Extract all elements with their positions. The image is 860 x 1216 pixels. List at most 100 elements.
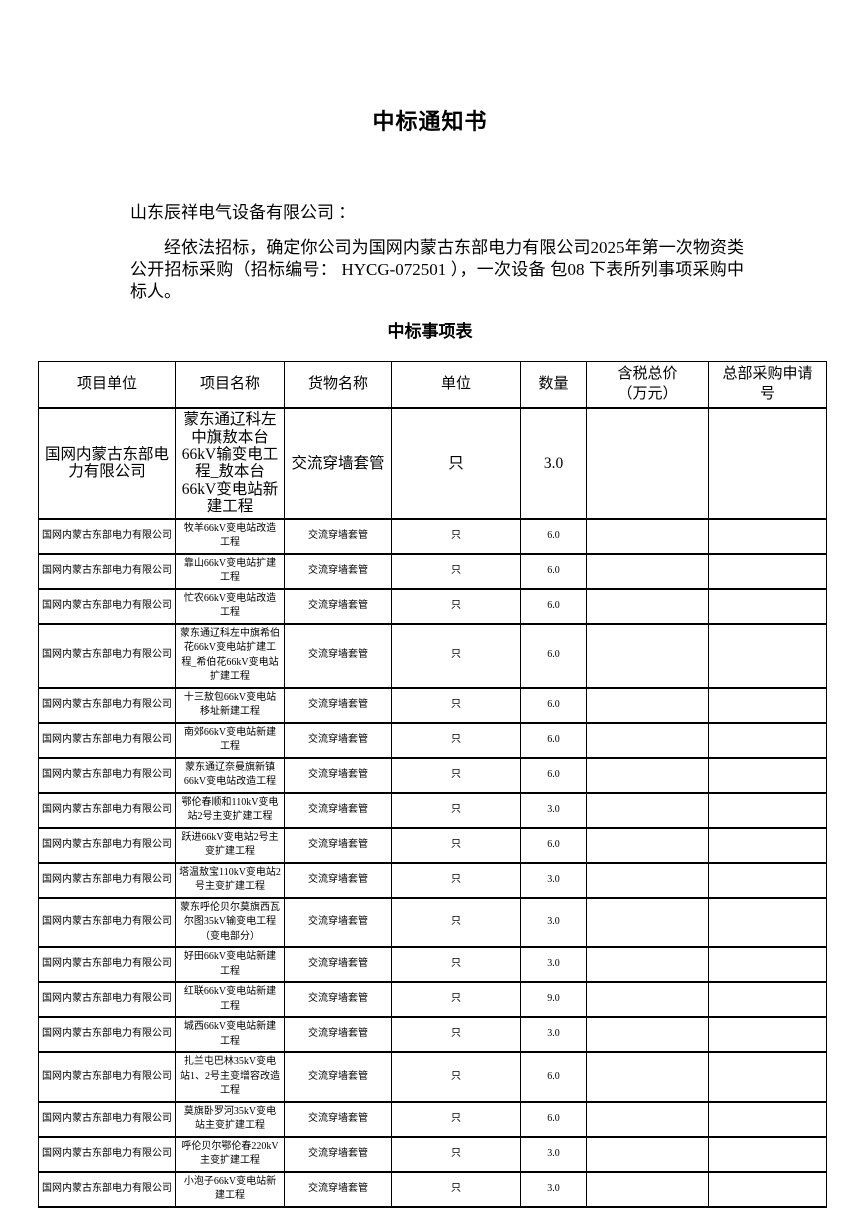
column-header-uom: 单位 bbox=[391, 361, 521, 410]
cell-price bbox=[586, 588, 709, 625]
cell-qty: 3.0 bbox=[520, 1136, 587, 1173]
cell-price bbox=[586, 947, 709, 983]
cell-price bbox=[586, 623, 709, 689]
cell-uom: 只 bbox=[391, 792, 521, 829]
cell-goods: 交流穿墙套管 bbox=[284, 588, 392, 625]
cell-req_no bbox=[708, 623, 827, 689]
cell-unit: 国网内蒙古东部电力有限公司 bbox=[38, 518, 176, 555]
cell-unit: 国网内蒙古东部电力有限公司 bbox=[38, 1017, 176, 1053]
cell-unit: 国网内蒙古东部电力有限公司 bbox=[38, 1136, 176, 1173]
table-row: 国网内蒙古东部电力有限公司 靠山66kV变电站扩建工程 交流穿墙套管只 6.0 bbox=[38, 553, 827, 590]
cell-goods: 交流穿墙套管 bbox=[284, 827, 392, 864]
cell-qty: 6.0 bbox=[520, 518, 587, 555]
cell-goods: 交流穿墙套管 bbox=[284, 982, 392, 1018]
table-row: 国网内蒙古东部电力有限公司 忙农66kV变电站改造工程 交流穿墙套管只 6.0 bbox=[38, 588, 827, 625]
cell-project: 城西66kV变电站新建工程 bbox=[175, 1017, 285, 1053]
cell-goods: 交流穿墙套管 bbox=[284, 1017, 392, 1053]
table-row: 国网内蒙古东部电力有限公司 扎兰屯巴林35kV变电站1、2号主变增容改造工程 交流穿… bbox=[38, 1052, 827, 1103]
cell-req_no bbox=[708, 947, 827, 983]
cell-req_no bbox=[708, 1017, 827, 1053]
cell-project: 呼伦贝尔鄂伦春220kV主变扩建工程 bbox=[175, 1136, 285, 1173]
cell-project: 十三敖包66kV变电站移址新建工程 bbox=[175, 687, 285, 724]
table-row: 国网内蒙古东部电力有限公司 小泡子66kV变电站新建工程 交流穿墙套管只 3.0 bbox=[38, 1171, 827, 1208]
cell-req_no bbox=[708, 897, 827, 948]
cell-qty: 3.0 bbox=[520, 1017, 587, 1053]
cell-price bbox=[586, 792, 709, 829]
cell-qty: 6.0 bbox=[520, 827, 587, 864]
cell-uom: 只 bbox=[391, 588, 521, 625]
cell-unit: 国网内蒙古东部电力有限公司 bbox=[38, 588, 176, 625]
cell-price bbox=[586, 722, 709, 759]
cell-uom: 只 bbox=[391, 757, 521, 794]
cell-req_no bbox=[708, 1171, 827, 1208]
cell-qty: 3.0 bbox=[520, 897, 587, 948]
award-items-table: 项目单位 项目名称 货物名称 单位 数量 含税总价 （万元） 总部采购申请 号 国网内蒙古东… bbox=[38, 361, 827, 1208]
cell-unit: 国网内蒙古东部电力有限公司 bbox=[38, 757, 176, 794]
column-header-unit: 项目单位 bbox=[38, 361, 176, 410]
cell-req_no bbox=[708, 553, 827, 590]
cell-price bbox=[586, 862, 709, 899]
cell-project: 莫旗卧罗河35kV变电站主变扩建工程 bbox=[175, 1101, 285, 1138]
cell-qty: 3.0 bbox=[520, 408, 587, 520]
cell-qty: 6.0 bbox=[520, 1052, 587, 1103]
cell-uom: 只 bbox=[391, 722, 521, 759]
table-title: 中标事项表 bbox=[387, 322, 473, 342]
cell-goods: 交流穿墙套管 bbox=[284, 757, 392, 794]
cell-project: 小泡子66kV变电站新建工程 bbox=[175, 1171, 285, 1208]
cell-goods: 交流穿墙套管 bbox=[284, 947, 392, 983]
cell-qty: 6.0 bbox=[520, 757, 587, 794]
cell-project: 跃进66kV变电站2号主变扩建工程 bbox=[175, 827, 285, 864]
table-row: 国网内蒙古东部电力有限公司 鄂伦春顺和110kV变电站2号主变扩建工程 交流穿墙套管… bbox=[38, 792, 827, 829]
cell-uom: 只 bbox=[391, 553, 521, 590]
cell-project: 塔温敖宝110kV变电站2号主变扩建工程 bbox=[175, 862, 285, 899]
cell-project: 蒙东通辽奈曼旗新镇66kV变电站改造工程 bbox=[175, 757, 285, 794]
cell-req_no bbox=[708, 757, 827, 794]
cell-goods: 交流穿墙套管 bbox=[284, 862, 392, 899]
cell-unit: 国网内蒙古东部电力有限公司 bbox=[38, 553, 176, 590]
cell-qty: 6.0 bbox=[520, 1101, 587, 1138]
cell-qty: 3.0 bbox=[520, 862, 587, 899]
cell-price bbox=[586, 1101, 709, 1138]
table-row: 国网内蒙古东部电力有限公司 塔温敖宝110kV变电站2号主变扩建工程 交流穿墙套管只… bbox=[38, 862, 827, 899]
cell-req_no bbox=[708, 588, 827, 625]
body-paragraph: 经依法招标，确定你公司为国网内蒙古东部电力有限公司2025年第一次物资类公开招标… bbox=[130, 238, 744, 301]
cell-project: 扎兰屯巴林35kV变电站1、2号主变增容改造工程 bbox=[175, 1052, 285, 1103]
cell-uom: 只 bbox=[391, 827, 521, 864]
cell-unit: 国网内蒙古东部电力有限公司 bbox=[38, 1171, 176, 1208]
cell-project: 南郊66kV变电站新建工程 bbox=[175, 722, 285, 759]
table-row: 国网内蒙古东部电力有限公司 蒙东通辽奈曼旗新镇66kV变电站改造工程 交流穿墙套管只… bbox=[38, 757, 827, 794]
cell-goods: 交流穿墙套管 bbox=[284, 1171, 392, 1208]
table-row: 国网内蒙古东部电力有限公司 蒙东通辽科左中旗希伯花66kV变电站扩建工程_希伯花6… bbox=[38, 623, 827, 689]
cell-req_no bbox=[708, 827, 827, 864]
cell-req_no bbox=[708, 862, 827, 899]
cell-goods: 交流穿墙套管 bbox=[284, 792, 392, 829]
cell-price bbox=[586, 1017, 709, 1053]
column-header-goods: 货物名称 bbox=[284, 361, 392, 410]
cell-unit: 国网内蒙古东部电力有限公司 bbox=[38, 722, 176, 759]
table-row: 国网内蒙古东部电力有限公司 蒙东呼伦贝尔莫旗西瓦尔图35kV输变电工程（变电部分）… bbox=[38, 897, 827, 948]
cell-project: 好田66kV变电站新建工程 bbox=[175, 947, 285, 983]
cell-uom: 只 bbox=[391, 1017, 521, 1053]
cell-qty: 3.0 bbox=[520, 1171, 587, 1208]
table-row: 国网内蒙古东部电力有限公司 牧羊66kV变电站改造工程 交流穿墙套管只 6.0 bbox=[38, 518, 827, 555]
cell-unit: 国网内蒙古东部电力有限公司 bbox=[38, 862, 176, 899]
cell-price bbox=[586, 1136, 709, 1173]
cell-uom: 只 bbox=[391, 897, 521, 948]
cell-qty: 3.0 bbox=[520, 947, 587, 983]
cell-goods: 交流穿墙套管 bbox=[284, 1136, 392, 1173]
table-row: 国网内蒙古东部电力有限公司 呼伦贝尔鄂伦春220kV主变扩建工程 交流穿墙套管只 3.… bbox=[38, 1136, 827, 1173]
table-row: 国网内蒙古东部电力有限公司 蒙东通辽科左中旗敖本台66kV输变电工程_敖本台66k… bbox=[38, 408, 827, 520]
cell-uom: 只 bbox=[391, 982, 521, 1018]
column-header-req_no: 总部采购申请 号 bbox=[708, 361, 827, 410]
cell-uom: 只 bbox=[391, 408, 521, 520]
table-row: 国网内蒙古东部电力有限公司 好田66kV变电站新建工程 交流穿墙套管只 3.0 bbox=[38, 947, 827, 983]
cell-uom: 只 bbox=[391, 687, 521, 724]
cell-price bbox=[586, 827, 709, 864]
cell-unit: 国网内蒙古东部电力有限公司 bbox=[38, 687, 176, 724]
cell-goods: 交流穿墙套管 bbox=[284, 1052, 392, 1103]
column-header-qty: 数量 bbox=[520, 361, 587, 410]
cell-unit: 国网内蒙古东部电力有限公司 bbox=[38, 1101, 176, 1138]
table-body: 国网内蒙古东部电力有限公司 蒙东通辽科左中旗敖本台66kV输变电工程_敖本台66k… bbox=[38, 408, 827, 1208]
table-row: 国网内蒙古东部电力有限公司 南郊66kV变电站新建工程 交流穿墙套管只 6.0 bbox=[38, 722, 827, 759]
